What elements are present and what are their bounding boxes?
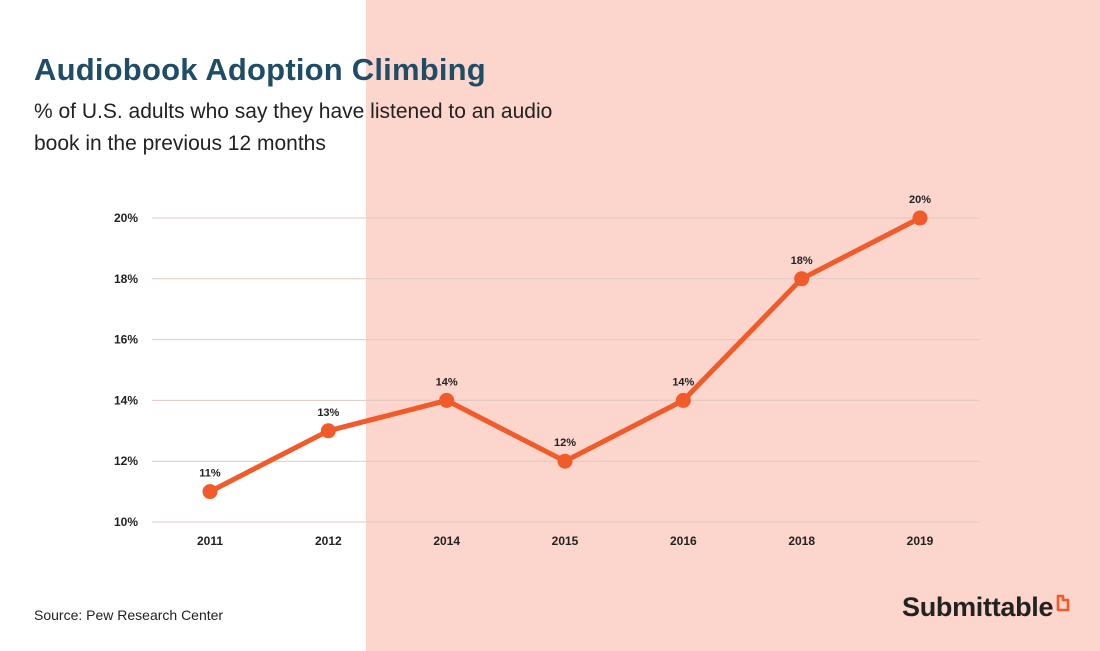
submittable-logo-icon	[1056, 594, 1070, 619]
x-tick-label: 2016	[670, 534, 697, 548]
data-label: 11%	[199, 468, 221, 480]
y-tick-label: 18%	[114, 272, 138, 286]
y-tick-label: 16%	[114, 333, 138, 347]
brand-name: Submittable	[902, 592, 1054, 622]
data-label: 14%	[436, 376, 458, 388]
x-tick-label: 2018	[788, 534, 815, 548]
x-tick-label: 2015	[552, 534, 579, 548]
y-tick-label: 20%	[114, 211, 138, 225]
data-point	[794, 271, 810, 287]
y-tick-label: 10%	[114, 515, 138, 529]
y-tick-label: 12%	[114, 454, 138, 468]
x-tick-label: 2011	[197, 534, 223, 548]
data-label: 20%	[909, 194, 931, 206]
x-tick-label: 2012	[315, 534, 342, 548]
y-tick-label: 14%	[114, 393, 138, 407]
x-tick-label: 2019	[907, 534, 934, 548]
data-label: 18%	[791, 255, 813, 267]
source-note: Source: Pew Research Center	[34, 607, 224, 623]
data-label: 12%	[554, 437, 576, 449]
data-point	[912, 210, 928, 226]
data-label: 14%	[672, 376, 694, 388]
x-tick-label: 2014	[433, 534, 460, 548]
data-label: 13%	[317, 407, 339, 419]
background-panel	[366, 0, 1100, 651]
series-line	[207, 215, 923, 495]
brand-logo: Submittable	[902, 592, 1070, 623]
data-point	[557, 453, 573, 469]
data-point	[320, 423, 336, 439]
data-point	[202, 484, 218, 500]
data-point	[439, 392, 455, 408]
chart-title: Audiobook Adoption Climbing	[34, 52, 486, 87]
chart-subtitle: % of U.S. adults who say they have liste…	[34, 100, 553, 155]
data-point	[675, 392, 691, 408]
